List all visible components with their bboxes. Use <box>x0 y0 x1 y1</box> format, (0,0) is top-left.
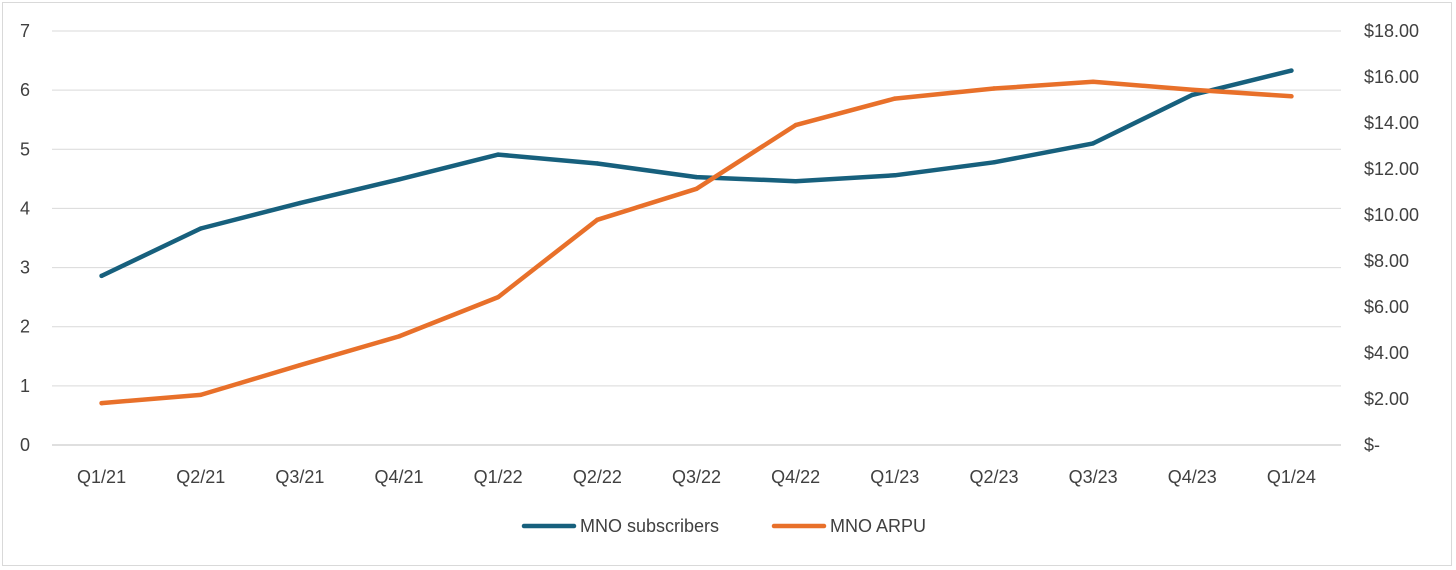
data-point <box>1190 92 1195 98</box>
x-axis-ticks: Q1/21 Q2/21 Q3/21 Q4/21 Q1/22 Q2/22 Q3/22 Q4/22… <box>77 467 1316 487</box>
left-axis-tick-label: 0 <box>20 435 30 455</box>
data-point <box>1289 94 1294 99</box>
x-axis-tick-label: Q3/23 <box>1069 467 1118 487</box>
left-axis-tick-label: 1 <box>20 376 30 396</box>
data-point <box>198 392 203 398</box>
data-point <box>991 160 997 165</box>
right-axis-tick-label: $16.00 <box>1364 67 1419 87</box>
x-axis-tick-label: Q1/22 <box>474 467 523 487</box>
x-axis-tick-label: Q1/23 <box>870 467 919 487</box>
x-axis-tick-label: Q2/21 <box>176 467 225 487</box>
data-point <box>793 122 798 128</box>
right-axis-tick-label: $- <box>1364 435 1380 455</box>
data-point <box>99 400 104 406</box>
series-line-arpu <box>99 79 1294 406</box>
right-axis-tick-label: $10.00 <box>1364 205 1419 225</box>
left-axis-tick-label: 6 <box>20 80 30 100</box>
data-point <box>1090 79 1096 85</box>
left-axis-tick-label: 5 <box>20 139 30 159</box>
x-axis-tick-label: Q1/24 <box>1267 467 1316 487</box>
right-axis-tick-label: $6.00 <box>1364 297 1409 317</box>
data-point <box>595 161 600 166</box>
legend-label: MNO ARPU <box>830 516 926 536</box>
gridlines <box>52 30 1341 446</box>
data-point <box>892 173 898 178</box>
left-axis-tick-label: 2 <box>20 317 30 337</box>
left-axis-tick-label: 7 <box>20 21 30 41</box>
left-axis-ticks: 0 1 2 3 4 5 6 7 <box>20 21 30 455</box>
x-axis-tick-label: Q2/23 <box>969 467 1018 487</box>
data-point <box>991 86 997 91</box>
data-point <box>892 96 898 101</box>
right-axis-tick-label: $2.00 <box>1364 389 1409 409</box>
data-point <box>1090 141 1096 146</box>
x-axis-tick-label: Q1/21 <box>77 467 126 487</box>
x-axis-tick-label: Q4/22 <box>771 467 820 487</box>
x-axis-tick-label: Q4/23 <box>1168 467 1217 487</box>
series-line-subscribers <box>99 68 1294 279</box>
left-axis-tick-label: 3 <box>20 258 30 278</box>
data-point <box>396 334 402 339</box>
data-point <box>495 294 501 300</box>
data-point <box>99 273 104 279</box>
left-axis-tick-label: 4 <box>20 198 30 218</box>
data-point <box>1190 87 1195 92</box>
data-point <box>495 152 501 157</box>
right-axis-tick-label: $4.00 <box>1364 343 1409 363</box>
right-axis-ticks: $- $2.00 $4.00 $6.00 $8.00 $10.00 $12.00 $14.00… <box>1364 21 1419 455</box>
right-axis-tick-label: $14.00 <box>1364 113 1419 133</box>
x-axis-tick-label: Q4/21 <box>375 467 424 487</box>
data-point <box>694 174 699 180</box>
data-point <box>198 226 203 231</box>
series-lines <box>99 68 1294 406</box>
data-point <box>396 177 402 182</box>
right-axis-tick-label: $18.00 <box>1364 21 1419 41</box>
x-axis-tick-label: Q3/22 <box>672 467 721 487</box>
data-point <box>297 362 303 368</box>
data-point <box>694 186 699 191</box>
legend-label: MNO subscribers <box>580 516 719 536</box>
x-axis-tick-label: Q3/21 <box>275 467 324 487</box>
data-point <box>297 200 303 206</box>
right-axis-tick-label: $12.00 <box>1364 159 1419 179</box>
legend: MNO subscribers MNO ARPU <box>521 516 926 536</box>
data-point <box>595 217 600 223</box>
data-point <box>793 179 798 184</box>
x-axis-tick-label: Q2/22 <box>573 467 622 487</box>
right-axis-tick-label: $8.00 <box>1364 251 1409 271</box>
data-point <box>1289 68 1294 73</box>
